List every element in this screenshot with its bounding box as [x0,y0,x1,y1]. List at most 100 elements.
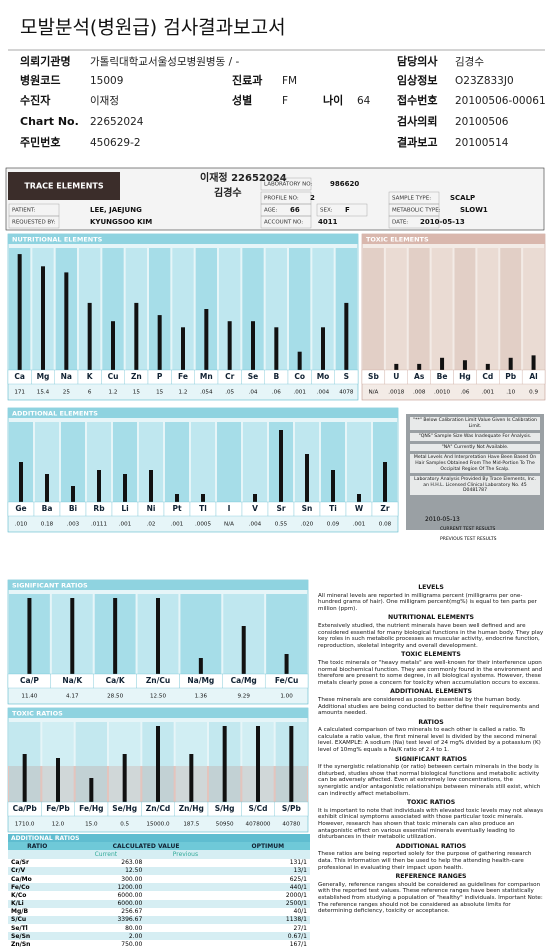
ratio-name: K/Li [8,899,67,908]
ratio-row: Ca/Mo 300.00 625/1 [8,875,310,883]
result-bar [241,626,246,674]
field-value: 4011 [318,218,338,226]
result-value: .0111 [91,522,107,528]
note-heading: SIGNIFICANT RATIOS [394,755,468,763]
ratio-previous [145,883,226,892]
result-bar [70,598,75,674]
symbol: Sr [276,504,285,513]
ratio-name: Se/Tl [11,924,28,932]
ratio-optimum: 167/1 [289,941,307,947]
result-value: 12.0 [52,822,65,828]
result-bar [56,758,60,802]
result-value: .001 [353,522,366,528]
note-heading: LEVELS [418,584,444,591]
panel-title-band [8,408,398,418]
ratio-previous [145,932,226,941]
symbol: Sb [368,372,379,381]
symbol: Mn [200,372,213,381]
result-value: 0.08 [379,522,392,528]
result-value: 0.55 [275,522,288,528]
result-value: 15 [133,390,141,396]
column [477,248,499,370]
panel-title: SIGNIFICANT RATIOS [12,582,88,590]
field-label: 진료과 [232,73,262,87]
field-value: 20100506-00061 [455,95,546,107]
ratio-row: Fe/Co 1200.00 440/1 [8,883,310,892]
result-bar [251,321,255,370]
ratio-name: Fe/Co [8,883,67,892]
panel-title-band [362,234,545,244]
field-label: REQUESTED BY: [12,220,56,226]
result-value: 4078 [339,390,354,396]
result-bar [156,598,160,674]
field-label: 병원코드 [20,73,60,87]
ratio-previous [145,899,226,908]
field-label: LABORATORY NO: [264,182,313,188]
column [165,422,189,502]
overlay-text: 이재정 22652024 [200,171,287,184]
result-value: .008 [413,390,426,396]
result-value: .0010 [434,390,450,396]
field-value: 2 [310,194,315,202]
result-bar [189,754,194,802]
symbol: Zn [131,372,142,381]
column [289,248,311,370]
column [265,248,287,370]
result-bar [87,302,92,370]
column [149,248,171,370]
ratio-row: S/Cu 3396.67 1138/1 [8,915,310,925]
field-value: SLOW1 [460,206,488,214]
ratio-current: 300.00 [121,875,143,883]
result-bar [227,321,232,370]
result-value: 15000.0 [146,822,170,828]
symbol-cell [371,501,399,517]
field-label: 나이 [323,93,343,107]
result-value: .054 [200,390,213,396]
ratio-current: 6000.00 [66,899,146,908]
field-box [260,177,312,191]
field-label: 의뢰기관명 [20,54,71,68]
symbol-cell [334,369,359,385]
result-bar [321,327,325,370]
subheader-row: Current Previous [8,850,310,859]
legend-previous: PREVIOUS TEST RESULTS [440,537,497,542]
note-text: These minerals are considered as possibl… [318,696,540,717]
result-value: .020 [301,522,314,528]
ratio-previous [145,924,225,932]
symbol: B [273,372,279,381]
result-bar [27,598,32,674]
legend-note: "NA" Currently Not Available. [410,443,540,452]
result-value: .001 [482,390,495,396]
result-value: 6 [88,390,92,396]
symbol-cell [264,673,309,689]
result-value: 12.50 [150,694,166,700]
result-bar [284,654,289,674]
result-bar [134,302,139,370]
result-value: 0.9 [529,390,538,396]
result-bar [17,254,22,370]
ratio-optimum: 2500/1 [225,899,310,908]
field-box [388,215,440,229]
column [385,248,407,370]
result-bar [111,321,115,370]
result-bar [417,363,422,370]
result-value: 25 [63,390,71,396]
result-bar [149,470,153,502]
ratio-optimum: 40/1 [293,908,307,916]
symbol: Fe/Pb [46,804,70,813]
result-bar [122,754,127,802]
field-box [316,203,368,217]
field-label: SAMPLE TYPE: [392,196,431,202]
symbol: Se/Hg [112,804,137,813]
ratio-previous [145,891,225,899]
result-value: 15 [156,390,164,396]
ratio-row: Mg/B 256.67 40/1 [8,908,310,916]
field-label: 수진자 [20,93,51,107]
legend-box: "**" Below Calibration Limit Value Given… [406,414,544,530]
column [191,422,215,502]
result-value: .010 [15,522,28,528]
symbol: Pt [172,504,181,513]
ratio-current: 12.50 [66,866,146,875]
ratio-optimum: 131/1 [289,859,307,867]
